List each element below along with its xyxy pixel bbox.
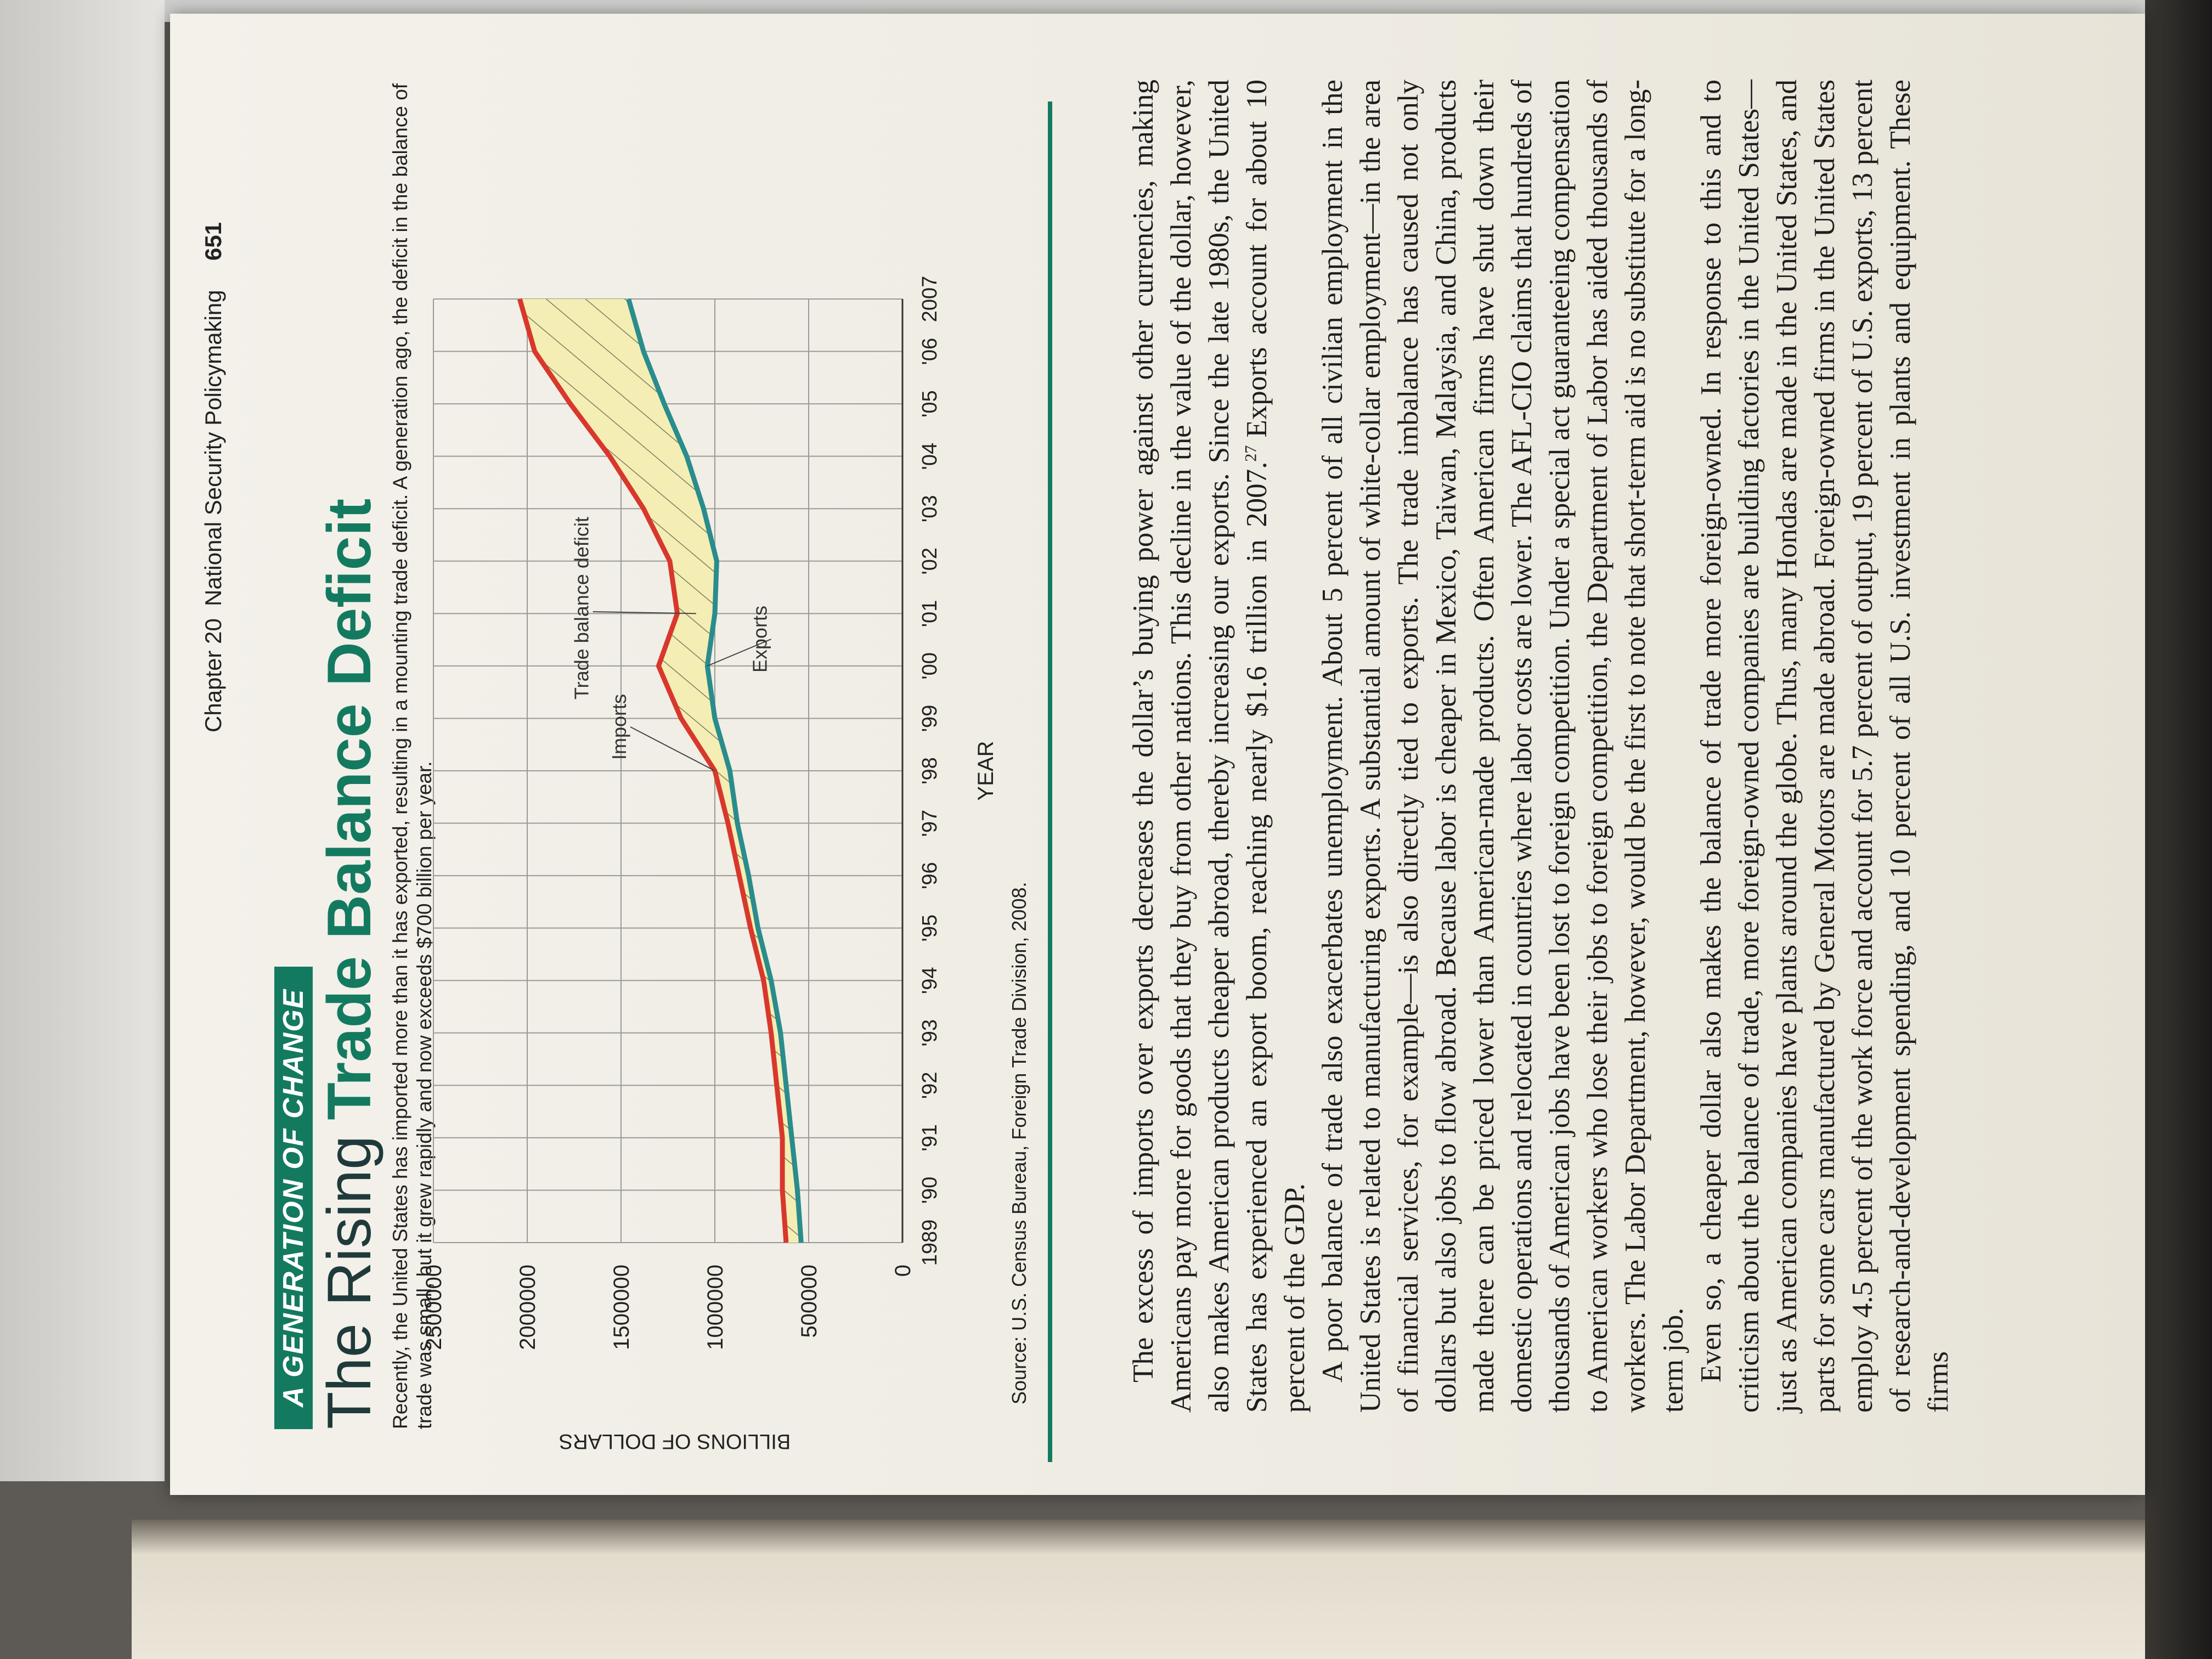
book-edge (2145, 0, 2212, 1659)
y-tick-label: 2500000 (422, 1265, 446, 1350)
feature-title: The Rising Trade Balance Deficit (314, 499, 385, 1429)
leader-line (707, 639, 771, 667)
series-line (626, 298, 804, 1243)
y-axis-label: BILLIONS OF DOLLARS (559, 1430, 791, 1453)
leader-line (630, 726, 715, 771)
paragraph: A poor balance of trade also exacerbates… (1317, 80, 1689, 1413)
x-tick-label: '92 (918, 1072, 941, 1099)
x-tick-label: '90 (918, 1177, 941, 1204)
x-tick-label: 1989 (918, 1220, 941, 1266)
x-tick-label: '02 (918, 548, 941, 575)
paragraph: The excess of imports over exports decre… (1125, 80, 1314, 1413)
x-tick-label: '93 (918, 1019, 941, 1047)
x-tick-label: '95 (918, 915, 941, 942)
book-page: Chapter 20 National Security Policymakin… (170, 14, 2145, 1495)
x-tick-label: '96 (918, 862, 941, 889)
annotation: Imports (608, 694, 630, 760)
y-tick-label: 500000 (797, 1265, 821, 1338)
facing-page (132, 1520, 2162, 1659)
page-number: 651 (200, 222, 226, 261)
feature-label: A GENERATION OF CHANGE (274, 966, 313, 1429)
y-tick-label: 1000000 (703, 1265, 727, 1350)
chapter-title: National Security Policymaking (200, 290, 226, 606)
x-tick-label: 2007 (918, 276, 941, 323)
deficit-area (520, 299, 802, 1243)
x-tick-label: '98 (918, 757, 941, 785)
title-bold: Trade Balance Deficit (315, 498, 383, 1120)
chart: BILLIONS OF DOLLARS YEAR Source: U.S. Ce… (422, 276, 1030, 1453)
x-tick-label: '01 (918, 600, 941, 628)
footnote-ref: 27 (1242, 445, 1260, 462)
source: Source: U.S. Census Bureau, Foreign Trad… (1008, 882, 1030, 1405)
x-tick-label: '97 (918, 810, 941, 837)
body-text: The excess of imports over exports decre… (1125, 80, 1957, 1413)
x-tick-label: '00 (918, 652, 941, 680)
x-axis-label: YEAR (974, 741, 998, 801)
y-tick-label: 0 (891, 1265, 915, 1277)
leader-line (592, 611, 696, 614)
chapter-number: Chapter 20 (200, 618, 226, 732)
background-paper (0, 0, 165, 1481)
y-tick-label: 1500000 (610, 1265, 634, 1350)
x-tick-label: '06 (918, 338, 941, 365)
x-tick-label: '03 (918, 495, 941, 522)
x-tick-label: '91 (918, 1124, 941, 1152)
title-light: The Rising (315, 1135, 383, 1429)
y-tick-label: 2000000 (516, 1265, 540, 1350)
x-tick-label: '94 (918, 967, 941, 994)
x-tick-label: '04 (918, 443, 941, 470)
paragraph: Even so, a cheaper dollar also makes the… (1695, 80, 1954, 1413)
annotation: Exports (749, 606, 771, 673)
feature-border (1048, 101, 1052, 1462)
x-tick-label: '05 (918, 390, 941, 417)
x-tick-label: '99 (918, 705, 941, 732)
annotation: Trade balance deficit (571, 517, 593, 699)
